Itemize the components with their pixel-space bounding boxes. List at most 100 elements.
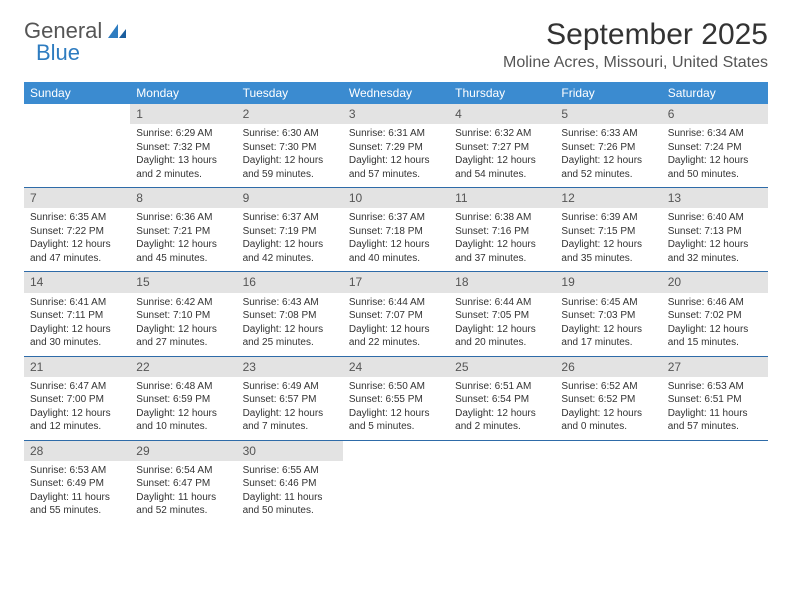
calendar-day-empty xyxy=(555,441,661,524)
day-number: 23 xyxy=(237,357,343,377)
day-details: Sunrise: 6:37 AMSunset: 7:18 PMDaylight:… xyxy=(343,208,449,271)
sunset-line: Sunset: 7:08 PM xyxy=(243,309,337,323)
calendar-day-empty xyxy=(24,104,130,187)
calendar-week: 7Sunrise: 6:35 AMSunset: 7:22 PMDaylight… xyxy=(24,188,768,272)
daylight-line: Daylight: 12 hours and 5 minutes. xyxy=(349,407,443,434)
daylight-line: Daylight: 12 hours and 22 minutes. xyxy=(349,323,443,350)
sunrise-line: Sunrise: 6:36 AM xyxy=(136,211,230,225)
calendar-day: 2Sunrise: 6:30 AMSunset: 7:30 PMDaylight… xyxy=(237,104,343,187)
sunset-line: Sunset: 6:57 PM xyxy=(243,393,337,407)
calendar-week: 28Sunrise: 6:53 AMSunset: 6:49 PMDayligh… xyxy=(24,441,768,524)
day-details: Sunrise: 6:49 AMSunset: 6:57 PMDaylight:… xyxy=(237,377,343,440)
day-number: 24 xyxy=(343,357,449,377)
daylight-line: Daylight: 12 hours and 27 minutes. xyxy=(136,323,230,350)
day-details: Sunrise: 6:34 AMSunset: 7:24 PMDaylight:… xyxy=(662,124,768,187)
calendar-day: 1Sunrise: 6:29 AMSunset: 7:32 PMDaylight… xyxy=(130,104,236,187)
sunset-line: Sunset: 7:21 PM xyxy=(136,225,230,239)
sunrise-line: Sunrise: 6:52 AM xyxy=(561,380,655,394)
calendar-day: 20Sunrise: 6:46 AMSunset: 7:02 PMDayligh… xyxy=(662,272,768,355)
daylight-line: Daylight: 12 hours and 52 minutes. xyxy=(561,154,655,181)
sunset-line: Sunset: 7:05 PM xyxy=(455,309,549,323)
sunrise-line: Sunrise: 6:44 AM xyxy=(349,296,443,310)
sunrise-line: Sunrise: 6:32 AM xyxy=(455,127,549,141)
sunset-line: Sunset: 7:16 PM xyxy=(455,225,549,239)
day-number: 18 xyxy=(449,272,555,292)
day-details: Sunrise: 6:36 AMSunset: 7:21 PMDaylight:… xyxy=(130,208,236,271)
sunrise-line: Sunrise: 6:34 AM xyxy=(668,127,762,141)
sunset-line: Sunset: 6:55 PM xyxy=(349,393,443,407)
month-title: September 2025 xyxy=(503,18,768,52)
weekday-header: Sunday Monday Tuesday Wednesday Thursday… xyxy=(24,82,768,104)
daylight-line: Daylight: 12 hours and 35 minutes. xyxy=(561,238,655,265)
day-details: Sunrise: 6:53 AMSunset: 6:49 PMDaylight:… xyxy=(24,461,130,524)
daylight-line: Daylight: 12 hours and 20 minutes. xyxy=(455,323,549,350)
logo-text-blue: Blue xyxy=(36,40,80,66)
calendar-week: 21Sunrise: 6:47 AMSunset: 7:00 PMDayligh… xyxy=(24,357,768,441)
sunrise-line: Sunrise: 6:31 AM xyxy=(349,127,443,141)
sunset-line: Sunset: 7:29 PM xyxy=(349,141,443,155)
daylight-line: Daylight: 11 hours and 57 minutes. xyxy=(668,407,762,434)
daylight-line: Daylight: 12 hours and 59 minutes. xyxy=(243,154,337,181)
sunset-line: Sunset: 6:49 PM xyxy=(30,477,124,491)
daylight-line: Daylight: 11 hours and 55 minutes. xyxy=(30,491,124,518)
day-number: 26 xyxy=(555,357,661,377)
day-details: Sunrise: 6:31 AMSunset: 7:29 PMDaylight:… xyxy=(343,124,449,187)
sunrise-line: Sunrise: 6:50 AM xyxy=(349,380,443,394)
sunrise-line: Sunrise: 6:53 AM xyxy=(668,380,762,394)
day-details: Sunrise: 6:55 AMSunset: 6:46 PMDaylight:… xyxy=(237,461,343,524)
day-number: 4 xyxy=(449,104,555,124)
weekday-label: Monday xyxy=(130,82,236,104)
day-number: 1 xyxy=(130,104,236,124)
sunrise-line: Sunrise: 6:49 AM xyxy=(243,380,337,394)
daylight-line: Daylight: 12 hours and 0 minutes. xyxy=(561,407,655,434)
daylight-line: Daylight: 12 hours and 54 minutes. xyxy=(455,154,549,181)
calendar-day: 30Sunrise: 6:55 AMSunset: 6:46 PMDayligh… xyxy=(237,441,343,524)
sunset-line: Sunset: 6:47 PM xyxy=(136,477,230,491)
sunset-line: Sunset: 7:26 PM xyxy=(561,141,655,155)
day-details: Sunrise: 6:52 AMSunset: 6:52 PMDaylight:… xyxy=(555,377,661,440)
sunrise-line: Sunrise: 6:43 AM xyxy=(243,296,337,310)
day-number: 28 xyxy=(24,441,130,461)
calendar-day-empty xyxy=(662,441,768,524)
calendar-day: 22Sunrise: 6:48 AMSunset: 6:59 PMDayligh… xyxy=(130,357,236,440)
sunrise-line: Sunrise: 6:45 AM xyxy=(561,296,655,310)
calendar-day: 26Sunrise: 6:52 AMSunset: 6:52 PMDayligh… xyxy=(555,357,661,440)
sunrise-line: Sunrise: 6:55 AM xyxy=(243,464,337,478)
calendar-day: 18Sunrise: 6:44 AMSunset: 7:05 PMDayligh… xyxy=(449,272,555,355)
calendar-day: 7Sunrise: 6:35 AMSunset: 7:22 PMDaylight… xyxy=(24,188,130,271)
day-details: Sunrise: 6:42 AMSunset: 7:10 PMDaylight:… xyxy=(130,293,236,356)
sunrise-line: Sunrise: 6:51 AM xyxy=(455,380,549,394)
weekday-label: Wednesday xyxy=(343,82,449,104)
daylight-line: Daylight: 13 hours and 2 minutes. xyxy=(136,154,230,181)
calendar-day: 16Sunrise: 6:43 AMSunset: 7:08 PMDayligh… xyxy=(237,272,343,355)
daylight-line: Daylight: 12 hours and 37 minutes. xyxy=(455,238,549,265)
weekday-label: Sunday xyxy=(24,82,130,104)
weeks-container: 1Sunrise: 6:29 AMSunset: 7:32 PMDaylight… xyxy=(24,104,768,524)
day-number: 16 xyxy=(237,272,343,292)
day-number: 11 xyxy=(449,188,555,208)
day-details: Sunrise: 6:37 AMSunset: 7:19 PMDaylight:… xyxy=(237,208,343,271)
day-number: 3 xyxy=(343,104,449,124)
calendar-day: 24 Sunrise: 6:50 AMSunset: 6:55 PMDayligh… xyxy=(343,357,449,440)
sunset-line: Sunset: 7:18 PM xyxy=(349,225,443,239)
day-number: 7 xyxy=(24,188,130,208)
day-details: Sunrise: 6:30 AMSunset: 7:30 PMDaylight:… xyxy=(237,124,343,187)
daylight-line: Daylight: 12 hours and 40 minutes. xyxy=(349,238,443,265)
day-number: 21 xyxy=(24,357,130,377)
calendar-day: 3Sunrise: 6:31 AMSunset: 7:29 PMDaylight… xyxy=(343,104,449,187)
calendar-day: 17Sunrise: 6:44 AMSunset: 7:07 PMDayligh… xyxy=(343,272,449,355)
sunrise-line: Sunrise: 6:30 AM xyxy=(243,127,337,141)
day-number: 13 xyxy=(662,188,768,208)
day-number: 29 xyxy=(130,441,236,461)
calendar-day: 13Sunrise: 6:40 AMSunset: 7:13 PMDayligh… xyxy=(662,188,768,271)
daylight-line: Daylight: 12 hours and 7 minutes. xyxy=(243,407,337,434)
sunset-line: Sunset: 7:02 PM xyxy=(668,309,762,323)
daylight-line: Daylight: 12 hours and 17 minutes. xyxy=(561,323,655,350)
calendar-day: 12Sunrise: 6:39 AMSunset: 7:15 PMDayligh… xyxy=(555,188,661,271)
daylight-line: Daylight: 12 hours and 57 minutes. xyxy=(349,154,443,181)
sunrise-line: Sunrise: 6:42 AM xyxy=(136,296,230,310)
day-details: Sunrise: 6:38 AMSunset: 7:16 PMDaylight:… xyxy=(449,208,555,271)
daylight-line: Daylight: 12 hours and 15 minutes. xyxy=(668,323,762,350)
sunset-line: Sunset: 6:59 PM xyxy=(136,393,230,407)
sunset-line: Sunset: 7:13 PM xyxy=(668,225,762,239)
